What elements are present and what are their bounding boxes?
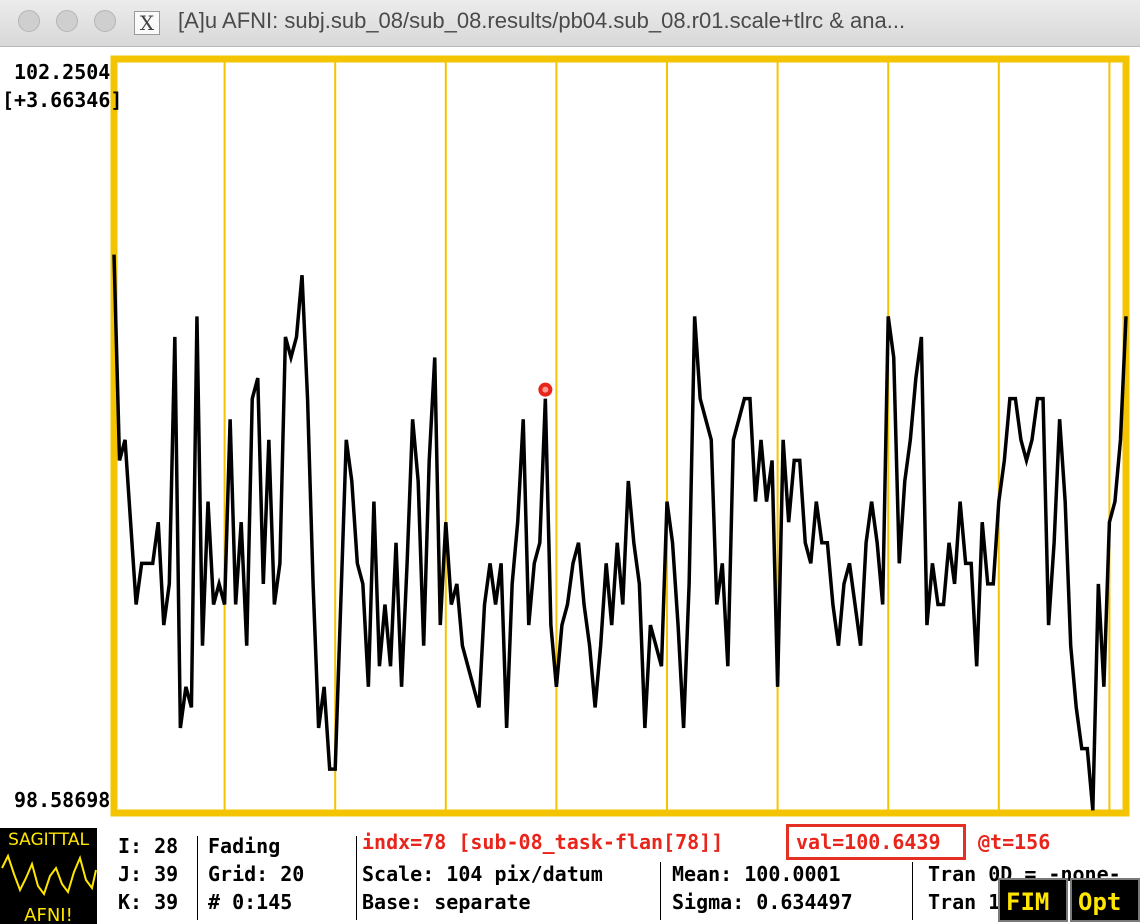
- minimize-window-button[interactable]: [56, 10, 78, 32]
- divider: [356, 836, 357, 920]
- zoom-window-button[interactable]: [94, 10, 116, 32]
- sagittal-thumbnail[interactable]: SAGITTAL AFNI!: [0, 828, 97, 924]
- time-readout: @t=156: [978, 830, 1051, 854]
- graph-frame: [110, 55, 1130, 817]
- mean-readout: Mean: 100.0001: [672, 862, 841, 886]
- grid-setting: Grid: 20: [208, 862, 305, 886]
- window-title: [A]u AFNI: subj.sub_08/sub_08.results/pb…: [178, 8, 906, 33]
- divider: [197, 836, 198, 920]
- graph-top-value: 102.2504: [14, 60, 111, 84]
- current-index-marker: [538, 382, 553, 397]
- sigma-readout: Sigma: 0.634497: [672, 890, 853, 914]
- divider: [660, 862, 661, 920]
- grid-lines: [223, 59, 1111, 813]
- index-range: # 0:145: [208, 890, 293, 914]
- divider: [912, 862, 913, 920]
- fim-button[interactable]: FIM: [998, 878, 1068, 922]
- coord-k: K: 39: [118, 890, 179, 914]
- x11-icon: X: [134, 11, 160, 35]
- afni-label: AFNI!: [24, 905, 73, 924]
- value-readout: val=100.6439: [796, 830, 941, 854]
- graph-canvas[interactable]: [0, 47, 1140, 827]
- close-window-button[interactable]: [18, 10, 40, 32]
- opt-button[interactable]: Opt: [1070, 878, 1140, 922]
- thumbnail-label: SAGITTAL: [8, 830, 89, 850]
- marker-dot-center: [542, 386, 549, 393]
- base-readout: Base: separate: [362, 890, 531, 914]
- fading-label: Fading: [208, 834, 281, 858]
- coord-i: I: 28: [118, 834, 179, 858]
- thumbnail-wave-icon: [1, 853, 97, 897]
- graph-range-value: [+3.66346]: [2, 88, 123, 112]
- window-titlebar: X [A]u AFNI: subj.sub_08/sub_08.results/…: [0, 0, 1140, 47]
- graph-bottom-value: 98.58698: [14, 788, 111, 812]
- coord-j: J: 39: [118, 862, 179, 886]
- status-panel: [0, 828, 1140, 924]
- scale-readout: Scale: 104 pix/datum: [362, 862, 603, 886]
- value-highlight-box: [786, 824, 966, 860]
- time-series-trace: [112, 254, 1128, 811]
- index-readout: indx=78 [sub-08_task-flan[78]]: [362, 830, 724, 854]
